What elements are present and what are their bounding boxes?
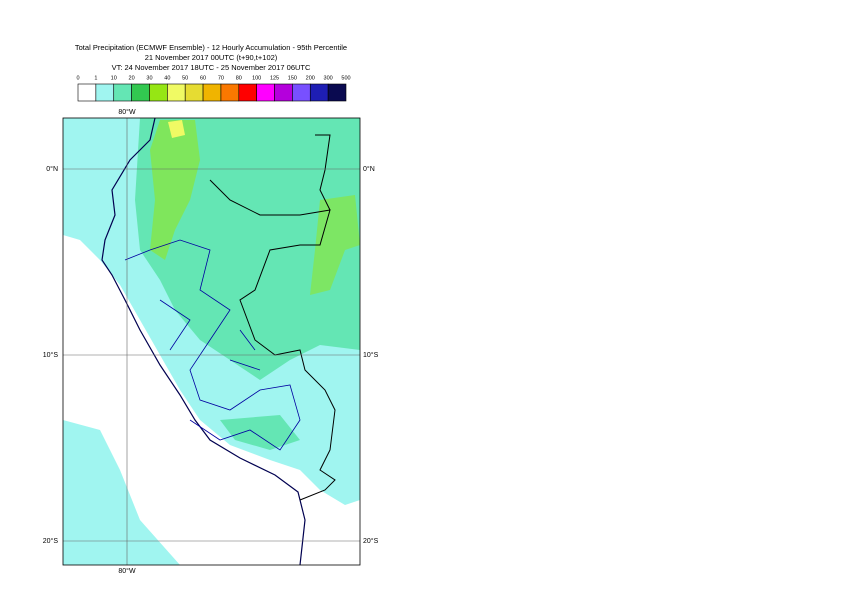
legend-label: 50 [182, 75, 188, 81]
precip-moderate [220, 415, 300, 450]
legend-swatch [149, 83, 168, 102]
legend-swatch [77, 83, 97, 102]
lon-label: 80°W [118, 567, 136, 575]
border [209, 179, 336, 501]
legend-swatch [202, 83, 222, 102]
legend-swatch [220, 83, 240, 102]
lat-label: 0°N [46, 165, 58, 173]
legend-label: 30 [146, 75, 152, 81]
legend-swatch [327, 83, 347, 102]
legend-label: 100 [252, 75, 261, 81]
legend-label: 70 [218, 75, 224, 81]
legend-swatch [292, 83, 311, 102]
legend-label: 500 [341, 75, 350, 81]
legend-swatch [238, 83, 257, 102]
regions [124, 239, 301, 451]
legend-label: 300 [324, 75, 333, 81]
legend-label: 60 [200, 75, 206, 81]
legend: 0 1 10 20 30 40 50 60 70 80 100 125 150 200 300 500 [76, 75, 351, 102]
map-frame [62, 117, 361, 566]
lat-label: 10°S [43, 351, 59, 359]
legend-swatch [167, 83, 186, 102]
legend-label: 20 [129, 75, 135, 81]
legend-label: 1 [94, 75, 97, 81]
lat-label: 10°S [363, 351, 379, 359]
legend-swatch [95, 83, 115, 102]
legend-label: 125 [270, 75, 279, 81]
legend-label: 80 [236, 75, 242, 81]
legend-label: 200 [306, 75, 315, 81]
lat-label: 20°S [363, 537, 379, 545]
map [63, 118, 360, 565]
subtitle: 21 November 2017 00UTC (t+90,t+102) [145, 53, 278, 62]
coastline [101, 118, 306, 565]
legend-swatch [113, 83, 132, 102]
legend-label: 150 [288, 75, 297, 81]
precip-heavy [310, 195, 360, 295]
legend-label: 40 [164, 75, 170, 81]
legend-swatch [309, 83, 329, 102]
legend-swatch [131, 83, 150, 102]
valid-time: VT: 24 November 2017 18UTC - 25 November… [112, 63, 311, 72]
legend-label: 0 [76, 75, 79, 81]
legend-swatch [274, 83, 293, 102]
legend-swatch [256, 83, 275, 102]
lat-label: 0°N [363, 165, 375, 173]
lon-label: 80°W [118, 108, 136, 116]
precip-light [63, 420, 180, 565]
legend-swatch [184, 83, 204, 102]
lat-label: 20°S [43, 537, 59, 545]
precip-peak [168, 120, 185, 138]
legend-label: 10 [111, 75, 117, 81]
border [315, 134, 331, 211]
title: Total Precipitation (ECMWF Ensemble) - 1… [75, 43, 347, 52]
precip-heavy [150, 120, 200, 260]
